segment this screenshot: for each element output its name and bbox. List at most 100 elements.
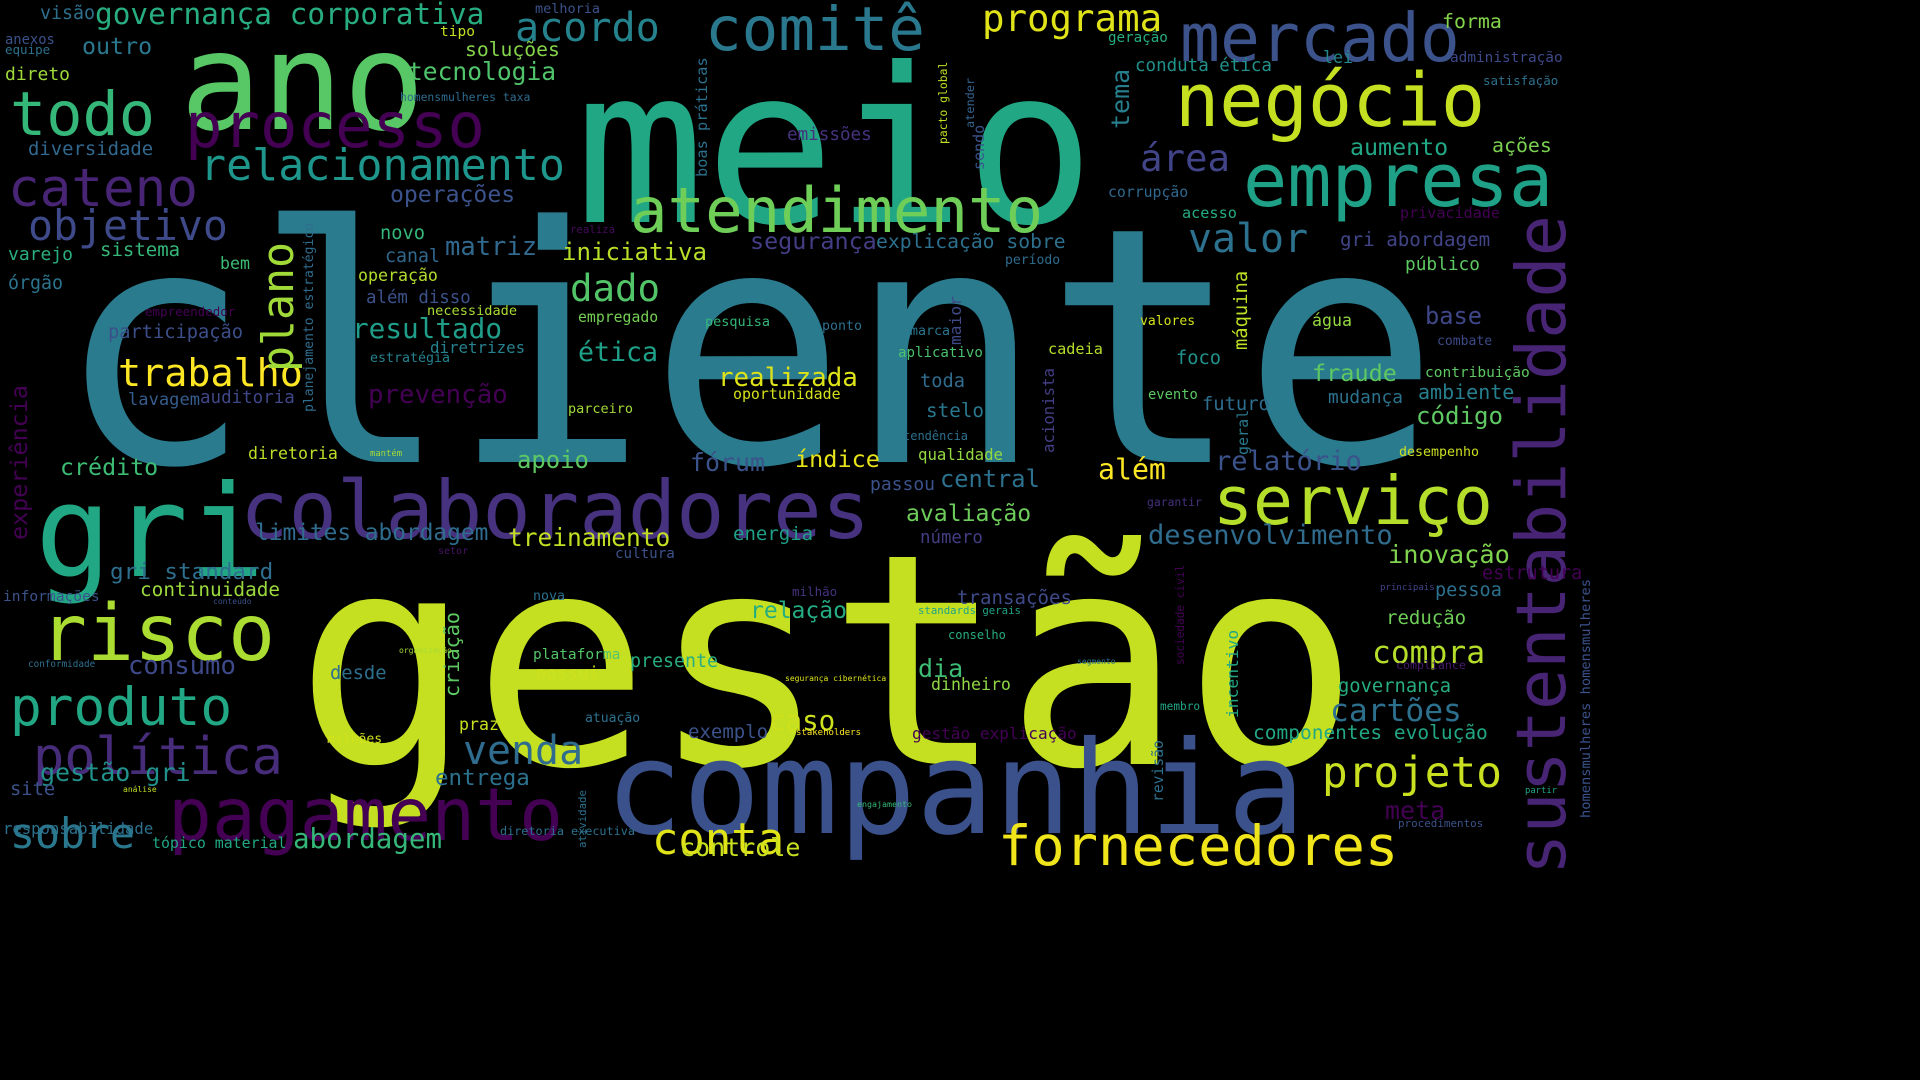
word-qualidade: qualidade bbox=[918, 445, 1004, 464]
word-reducao: redução bbox=[1386, 607, 1467, 629]
word-evento: evento bbox=[1148, 387, 1198, 403]
word-standards-gerais: standards gerais bbox=[918, 604, 1021, 617]
word-cultura: cultura bbox=[615, 546, 675, 562]
word-companhia: companhia bbox=[605, 714, 1305, 864]
word-plano: plano bbox=[254, 241, 304, 372]
word-todo: todo bbox=[10, 80, 155, 150]
word-sistema: sistema bbox=[100, 239, 181, 261]
word-sociedade-civil: sociedade civil bbox=[1174, 564, 1187, 665]
word-desde: desde bbox=[330, 663, 387, 684]
word-principais: principais bbox=[1380, 583, 1435, 593]
word-melhoria: melhoria bbox=[535, 1, 601, 17]
word-credito: crédito bbox=[60, 454, 159, 481]
word-diretrizes: diretrizes bbox=[430, 338, 526, 357]
word-operacao: operação bbox=[358, 266, 438, 285]
word-sendo: sendo bbox=[970, 124, 988, 170]
word-central: central bbox=[940, 465, 1040, 493]
word-desenvolvimento: desenvolvimento bbox=[1148, 520, 1393, 551]
word-canal: canal bbox=[385, 246, 441, 267]
word-orgao: órgão bbox=[8, 273, 64, 294]
word-mercado: mercado bbox=[1180, 0, 1460, 77]
word-topico-material: tópico material bbox=[152, 834, 287, 852]
word-aumento: aumento bbox=[1350, 134, 1449, 161]
word-conta: conta bbox=[652, 814, 785, 865]
word-etica: ética bbox=[578, 337, 659, 368]
word-acionista: acionista bbox=[1039, 367, 1058, 453]
word-risco: risco bbox=[40, 589, 276, 679]
word-necessidade: necessidade bbox=[427, 303, 518, 319]
word-possui: possui bbox=[536, 664, 600, 684]
word-relacionamento: relacionamento bbox=[200, 141, 565, 191]
word-foco: foco bbox=[1176, 348, 1222, 369]
word-explicacao-sobre: explicação sobre bbox=[876, 230, 1066, 253]
word-homensmulheres-homensmulheres: homensmulheres homensmulheres bbox=[1578, 579, 1594, 818]
word-gri-abordagem: gri abordagem bbox=[1340, 228, 1491, 251]
word-presente: presente bbox=[630, 651, 719, 672]
word-engajamento: engajamento bbox=[857, 799, 912, 809]
word-dado: dado bbox=[570, 266, 661, 310]
word-privacidade: privacidade bbox=[1400, 204, 1500, 222]
word-cartoes: cartões bbox=[1330, 693, 1462, 729]
word-organizacao: organização bbox=[399, 646, 452, 655]
word-aplicativo: aplicativo bbox=[898, 345, 983, 361]
word-entrega: entrega bbox=[435, 765, 530, 791]
word-atender: atender bbox=[963, 77, 977, 128]
word-meta: meta bbox=[1385, 796, 1446, 825]
word-parceiro: parceiro bbox=[568, 401, 634, 417]
word-lavagem: lavagem bbox=[128, 390, 201, 410]
word-trabalho: trabalho bbox=[118, 351, 303, 396]
word-pesquisa: pesquisa bbox=[705, 314, 771, 330]
word-tendencia: tendência bbox=[903, 429, 969, 443]
word-lei: lei bbox=[1323, 48, 1353, 67]
word-realiza: realiza bbox=[570, 223, 616, 236]
word-tipo: tipo bbox=[440, 24, 475, 40]
word-ano: ano bbox=[180, 3, 425, 161]
word-participacao: participação bbox=[108, 322, 244, 343]
word-numero: número bbox=[920, 528, 983, 548]
word-apoio: apoio bbox=[517, 446, 589, 474]
word-processo: processo bbox=[185, 89, 486, 162]
word-estrutura: estrutura bbox=[1482, 563, 1583, 584]
word-atuacao: atuação bbox=[585, 711, 641, 726]
word-revisao: revisão bbox=[1150, 740, 1167, 802]
word-conduta-etica: conduta ética bbox=[1135, 56, 1272, 76]
word-responsabilidade: responsabilidade bbox=[3, 820, 154, 838]
word-valor: valor bbox=[1188, 216, 1309, 262]
word-seguranca-cibernetica: segurança cibernética bbox=[785, 674, 887, 683]
word-relacao: relação bbox=[750, 598, 847, 624]
word-empreendedor: empreendedor bbox=[145, 304, 236, 319]
word-consumo: consumo bbox=[128, 651, 236, 681]
word-governanca: governança bbox=[1338, 676, 1452, 697]
word-abordagem: abordagem bbox=[293, 823, 443, 855]
word-bem: bem bbox=[220, 254, 250, 273]
word-acordo: acordo bbox=[515, 5, 660, 51]
word-dinheiro: dinheiro bbox=[931, 675, 1011, 694]
word-empregado: empregado bbox=[578, 309, 659, 326]
word-varejo: varejo bbox=[8, 244, 74, 265]
word-base: base bbox=[1425, 302, 1483, 330]
word-prevencao: prevenção bbox=[368, 380, 508, 410]
word-cateno: cateno bbox=[8, 158, 198, 219]
word-relatorio: relatório bbox=[1215, 446, 1362, 477]
word-prazo: prazo bbox=[459, 715, 509, 734]
word-negocio: negócio bbox=[1175, 59, 1486, 144]
word-stakeholders: stakeholders bbox=[796, 728, 862, 738]
word-dia: dia bbox=[918, 654, 964, 683]
word-cadeia: cadeia bbox=[1048, 340, 1103, 358]
word-satisfacao: satisfação bbox=[1483, 73, 1559, 88]
word-sobre: sobre bbox=[10, 809, 135, 858]
word-valores: valores bbox=[1140, 314, 1196, 329]
word-diretoria: diretoria bbox=[248, 444, 338, 463]
word-desempenho: desempenho bbox=[1399, 445, 1480, 460]
word-compliance: compliance bbox=[1396, 658, 1466, 672]
word-avaliacao: avaliação bbox=[906, 501, 1032, 527]
word-ponto: ponto bbox=[822, 319, 863, 334]
word-oportunidade: oportunidade bbox=[733, 385, 841, 403]
word-experiencia: experiência bbox=[5, 385, 33, 540]
word-programa: programa bbox=[982, 0, 1163, 40]
word-controle: controle bbox=[680, 833, 801, 862]
word-outro: outro bbox=[82, 33, 153, 60]
word-procedimentos: procedimentos bbox=[1398, 817, 1484, 830]
word-diretoria-executiva: diretoria executiva bbox=[500, 824, 635, 838]
